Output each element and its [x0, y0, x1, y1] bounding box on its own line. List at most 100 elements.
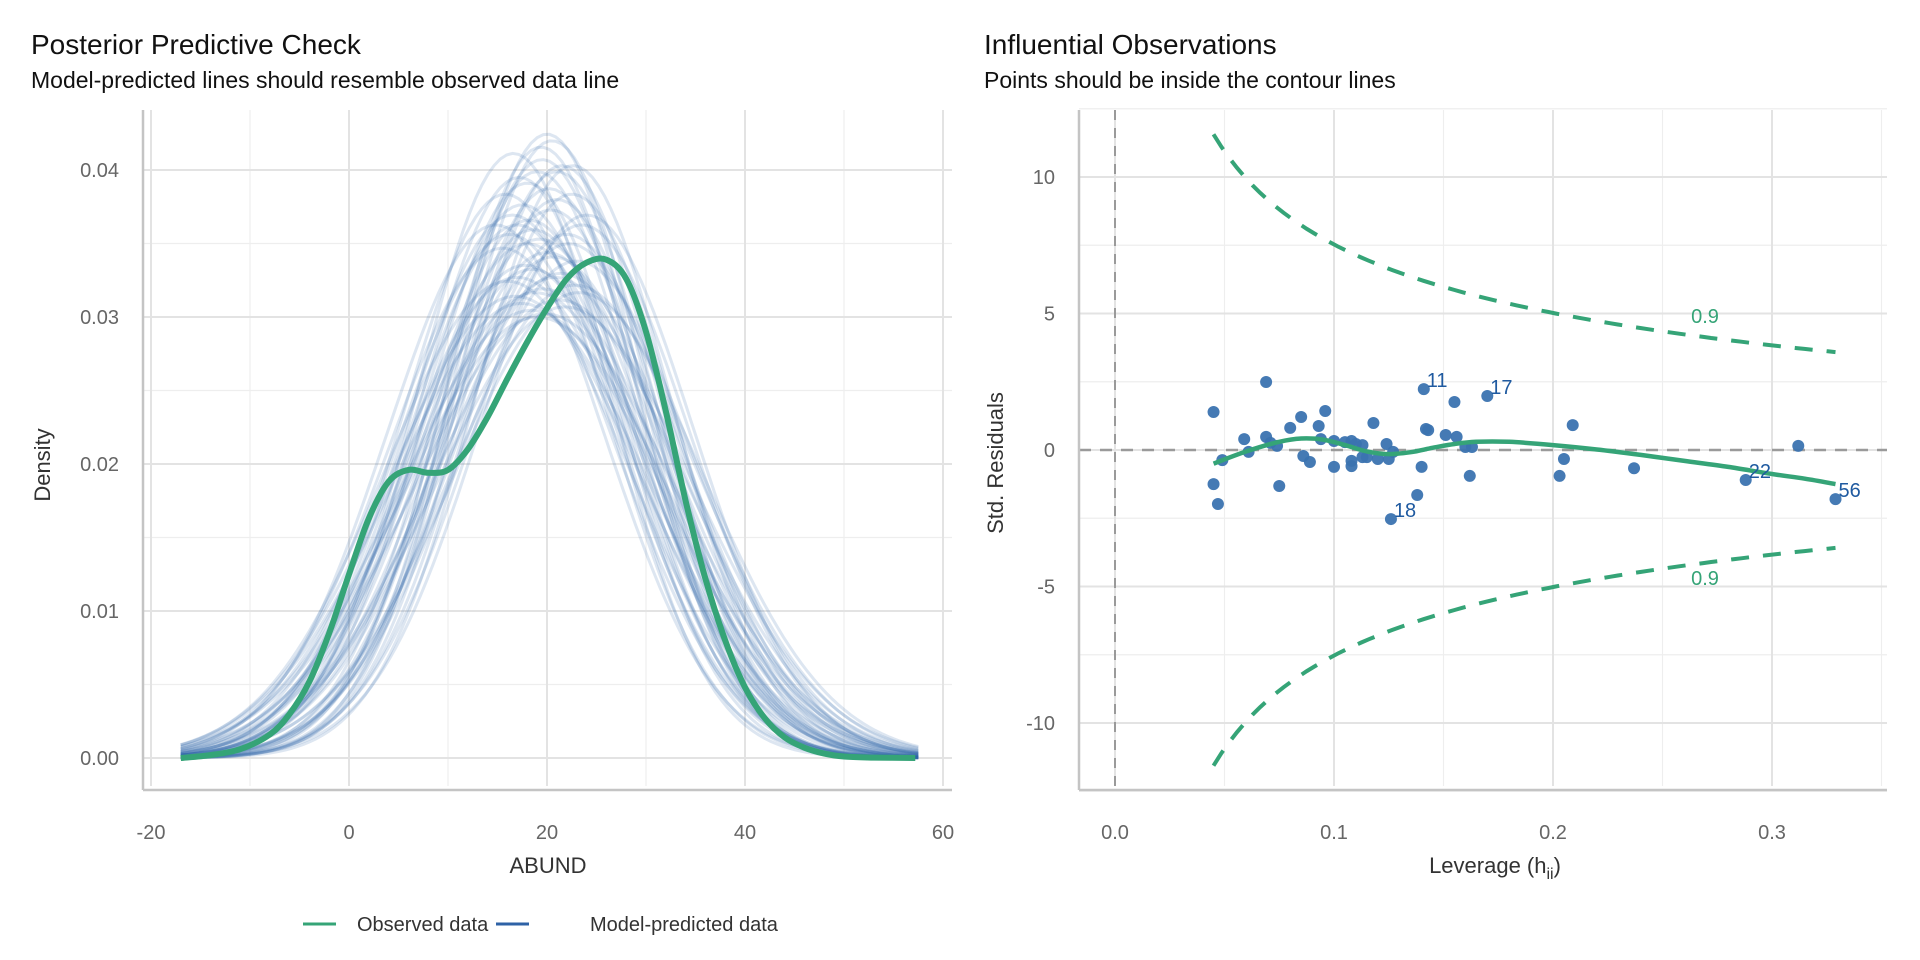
right-y-tick-label: 5	[1044, 304, 1055, 326]
residual-point	[1829, 493, 1842, 506]
residual-point	[1415, 460, 1428, 473]
model-predicted-line	[180, 305, 919, 755]
right-y-axis-title: Std. Residuals	[983, 392, 1008, 534]
model-predicted-line	[180, 192, 919, 760]
model-predicted-line	[180, 151, 919, 760]
left-gridlines	[143, 110, 952, 786]
model-predicted-line	[180, 275, 919, 758]
residual-point	[1312, 419, 1325, 432]
model-predicted-line	[180, 251, 919, 757]
model-predicted-line	[180, 233, 919, 759]
right-y-tick-label: 0	[1044, 440, 1055, 462]
residual-point	[1450, 430, 1463, 443]
residual-point	[1557, 453, 1570, 466]
posterior-predictive-check-panel: Posterior Predictive Check Model-predict…	[30, 29, 954, 878]
residual-point	[1328, 460, 1340, 473]
residual-point	[1319, 404, 1332, 417]
model-predicted-line	[180, 275, 919, 756]
model-predicted-line	[180, 283, 919, 757]
left-x-tick-label: 20	[536, 822, 558, 844]
model-predicted-line	[180, 170, 919, 760]
legend-label-observed: Observed data	[357, 914, 489, 936]
model-predicted-line	[180, 301, 919, 756]
residual-point	[1739, 474, 1752, 487]
residual-point	[1411, 489, 1424, 502]
right-x-tick-labels: 0.0 0.1 0.2 0.3	[1101, 822, 1786, 844]
right-chart-title: Influential Observations	[984, 29, 1277, 60]
model-predicted-line	[180, 237, 919, 758]
left-y-tick-label: 0.02	[80, 454, 119, 476]
model-predicted-line	[180, 208, 919, 759]
left-chart-subtitle: Model-predicted lines should resemble ob…	[31, 67, 619, 93]
left-x-tick-label: 40	[734, 822, 756, 844]
point-label-17: 17	[1490, 377, 1512, 399]
model-predicted-line	[180, 242, 919, 759]
right-x-tick-label: 0.2	[1539, 822, 1567, 844]
legend: Observed data Model-predicted data	[303, 914, 779, 936]
residual-point	[1367, 416, 1380, 429]
right-y-tick-label: -5	[1037, 577, 1055, 599]
residual-point	[1380, 437, 1393, 450]
residual-point	[1207, 478, 1220, 491]
residual-point	[1207, 406, 1220, 419]
left-x-tick-label: 0	[343, 822, 354, 844]
model-predicted-line	[180, 132, 919, 760]
residual-point	[1384, 513, 1397, 526]
model-predicted-line	[180, 271, 919, 757]
model-predicted-line	[180, 164, 919, 760]
right-x-axis-title-main: Leverage (h	[1429, 853, 1546, 878]
model-predicted-line	[180, 267, 919, 757]
contour-label-upper: 0.9	[1691, 306, 1719, 328]
left-y-tick-label: 0.00	[80, 748, 119, 770]
left-y-tick-label: 0.01	[80, 601, 119, 623]
left-y-axis-title: Density	[30, 428, 55, 501]
residual-point	[1566, 419, 1579, 432]
residual-point	[1628, 462, 1641, 475]
left-x-tick-labels: -20 0 20 40 60	[137, 822, 955, 844]
residual-point	[1422, 424, 1435, 437]
point-labels: 18 11 17 22 56	[1394, 370, 1861, 522]
right-y-tick-labels: -10 -5 0 5 10	[1026, 167, 1055, 735]
residual-point	[1238, 433, 1251, 446]
model-predicted-line	[180, 308, 919, 755]
right-y-tick-label: -10	[1026, 713, 1055, 735]
right-x-axis-title-close: )	[1554, 853, 1561, 878]
model-predicted-line	[180, 223, 919, 759]
cooks-distance-contour-lower	[1211, 545, 1836, 767]
left-x-tick-label: -20	[137, 822, 166, 844]
residual-point	[1295, 410, 1308, 423]
right-chart-subtitle: Points should be inside the contour line…	[984, 67, 1396, 93]
left-axes	[141, 110, 952, 792]
right-x-tick-label: 0.3	[1758, 822, 1786, 844]
residual-point	[1463, 469, 1476, 482]
point-label-11: 11	[1427, 370, 1448, 392]
model-predicted-line	[180, 223, 919, 759]
model-predicted-line	[180, 259, 919, 758]
residual-point	[1211, 498, 1224, 511]
model-predicted-line	[180, 263, 919, 758]
point-label-56: 56	[1839, 480, 1861, 502]
right-y-tick-label: 10	[1033, 167, 1055, 189]
right-x-axis-title-subscript: ii	[1546, 866, 1553, 883]
residual-point	[1553, 469, 1566, 482]
model-predicted-line	[180, 139, 919, 760]
residual-point	[1273, 480, 1286, 493]
model-predicted-line	[180, 312, 919, 752]
residual-point	[1303, 456, 1316, 469]
model-predicted-line	[180, 315, 919, 753]
model-predicted-line	[180, 287, 919, 755]
contour-label-lower: 0.9	[1691, 568, 1719, 590]
model-predicted-line	[180, 158, 919, 760]
point-label-22: 22	[1749, 461, 1771, 483]
model-predicted-line	[180, 242, 919, 759]
model-predicted-lines	[180, 132, 919, 760]
left-chart-title: Posterior Predictive Check	[31, 29, 362, 60]
right-x-tick-label: 0.1	[1320, 822, 1348, 844]
point-label-18: 18	[1394, 500, 1416, 522]
right-x-tick-label: 0.0	[1101, 822, 1129, 844]
left-y-tick-labels: 0.00 0.01 0.02 0.03 0.04	[80, 160, 119, 770]
residual-points	[1207, 376, 1842, 526]
residual-point	[1260, 376, 1273, 389]
loess-smooth-line	[1212, 436, 1836, 487]
